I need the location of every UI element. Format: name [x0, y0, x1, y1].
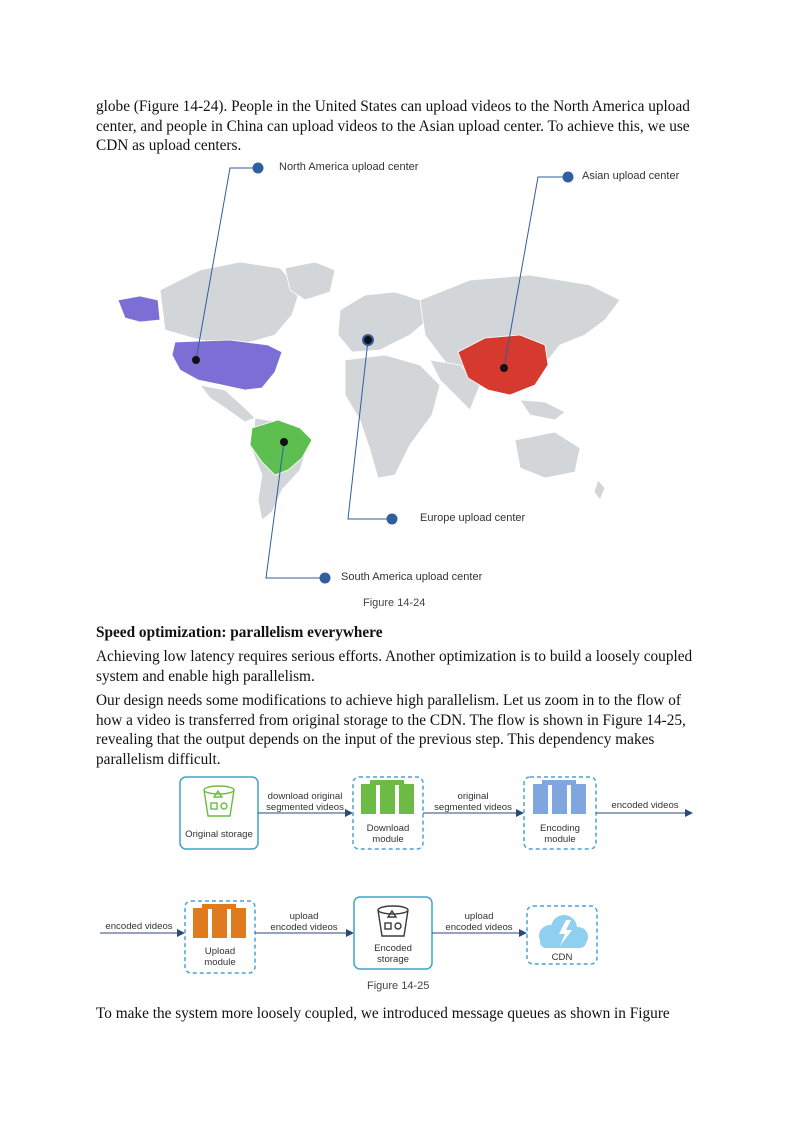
europe-landmass: [337, 291, 431, 353]
bucket-icon: [203, 785, 235, 817]
asian-upload-center-label: Asian upload center: [582, 170, 680, 182]
europe-center-marker: [362, 334, 374, 346]
north-america-leader-line: [195, 167, 258, 361]
figure-14-24: North America upload center Asian upload…: [117, 161, 680, 609]
edge-upload-2-label-1: upload: [465, 911, 494, 922]
usa-region: [171, 339, 283, 391]
server-icon: [361, 780, 414, 814]
asian-leader-line: [503, 176, 568, 369]
encoding-module-label-2: module: [544, 834, 575, 845]
paragraph-1: Achieving low latency requires serious e…: [96, 648, 693, 685]
north-america-label-dot: [252, 162, 264, 174]
asian-label-dot: [562, 171, 574, 183]
europe-upload-center-label: Europe upload center: [420, 512, 526, 524]
section-heading: Speed optimization: parallelism everywhe…: [96, 624, 383, 641]
europe-leader-line: [347, 339, 392, 520]
intro-paragraph: globe (Figure 14-24). People in the Unit…: [96, 98, 690, 155]
encoded-storage-label-2: storage: [377, 954, 409, 965]
africa-landmass: [344, 354, 441, 479]
server-icon: [193, 904, 246, 938]
lightning-icon: [559, 920, 572, 946]
edge-upload-1-label-2: encoded videos: [270, 922, 337, 933]
figure-14-24-caption: Figure 14-24: [363, 597, 426, 609]
europe-label-dot: [386, 513, 398, 525]
download-module-node: Download module: [352, 776, 424, 850]
paragraph-3: To make the system more loosely coupled,…: [96, 1005, 670, 1022]
encoded-storage-node: Encoded storage: [353, 896, 433, 970]
north-america-upload-center-label: North America upload center: [279, 161, 419, 173]
download-module-label-2: module: [372, 834, 403, 845]
bucket-icon: [377, 905, 409, 937]
encoding-module-label-1: Encoding: [540, 823, 580, 834]
edge-upload-1-label-1: upload: [290, 911, 319, 922]
north-america-landmass: [159, 261, 301, 346]
original-storage-label: Original storage: [185, 829, 253, 840]
cdn-label: CDN: [552, 952, 573, 963]
paragraph-2: Our design needs some modifications to a…: [96, 692, 686, 768]
figure-14-25: Original storage download original segme…: [100, 776, 693, 974]
cdn-node: CDN: [526, 905, 598, 965]
alaska-region: [117, 295, 161, 323]
greenland-landmass: [284, 261, 336, 301]
upload-module-node: Upload module: [184, 900, 256, 974]
upload-module-label-2: module: [204, 957, 235, 968]
new-zealand-landmass: [593, 479, 606, 501]
download-module-label-1: Download: [367, 823, 410, 834]
edge-encoded-in-label: encoded videos: [105, 921, 172, 932]
south-america-upload-center-label: South America upload center: [341, 571, 483, 583]
edge-encoded-out-label: encoded videos: [611, 800, 678, 811]
encoded-storage-label-1: Encoded: [374, 943, 412, 954]
edge-original-label-2: segmented videos: [434, 802, 512, 813]
server-icon: [533, 780, 586, 814]
south-america-leader-line: [265, 441, 325, 579]
edge-download-label-1: download original: [268, 791, 343, 802]
brazil-region: [249, 419, 313, 476]
south-america-center-marker: [280, 438, 288, 446]
southeast-asia-landmass: [519, 399, 566, 421]
upload-module-label-1: Upload: [205, 946, 235, 957]
original-storage-node: Original storage: [179, 776, 259, 850]
australia-landmass: [514, 431, 581, 479]
edge-download-label-2: segmented videos: [266, 802, 344, 813]
south-america-label-dot: [319, 572, 331, 584]
encoding-module-node: Encoding module: [523, 776, 597, 850]
central-america-landmass: [199, 384, 256, 423]
north-america-center-marker: [192, 356, 200, 364]
edge-upload-2-label-2: encoded videos: [445, 922, 512, 933]
edge-original-label-1: original: [458, 791, 489, 802]
asian-center-marker: [500, 364, 508, 372]
figure-14-25-caption: Figure 14-25: [367, 980, 430, 992]
world-map: [117, 162, 621, 584]
